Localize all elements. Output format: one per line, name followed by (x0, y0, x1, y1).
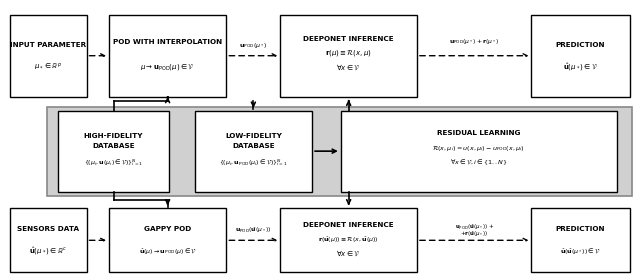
Text: PREDICTION: PREDICTION (556, 41, 605, 48)
Bar (195, 111, 312, 192)
Text: $\mathbf{u}_{\mathrm{POD}}(\hat{\mathbf{u}}(\mu_*))+$: $\mathbf{u}_{\mathrm{POD}}(\hat{\mathbf{… (454, 222, 493, 232)
Text: INPUT PARAMETER: INPUT PARAMETER (10, 41, 86, 48)
Text: $\hat{\mathbf{u}}(\mu_*) \in \mathcal{V}$: $\hat{\mathbf{u}}(\mu_*) \in \mathcal{V}… (563, 61, 598, 73)
Text: $\forall x \in \mathcal{V}$: $\forall x \in \mathcal{V}$ (337, 248, 361, 258)
Text: $\{(\mu_i, \mathbf{u}_{\mathrm{POD}}(\mu_i) \in \mathcal{V})\}_{i=1}^N$: $\{(\mu_i, \mathbf{u}_{\mathrm{POD}}(\mu… (219, 157, 287, 168)
Text: $+\mathbf{r}(\hat{\mathbf{u}}(\mu_*))$: $+\mathbf{r}(\hat{\mathbf{u}}(\mu_*))$ (460, 229, 488, 239)
Text: DATABASE: DATABASE (92, 143, 135, 149)
Bar (47, 107, 632, 196)
Text: RESIDUAL LEARNING: RESIDUAL LEARNING (437, 130, 521, 136)
Text: PREDICTION: PREDICTION (556, 226, 605, 232)
Bar (280, 15, 417, 97)
Bar (10, 15, 86, 97)
Text: $\forall x \in \mathcal{V}, i \in \{1..N\}$: $\forall x \in \mathcal{V}, i \in \{1..N… (450, 158, 508, 167)
Text: $\mu_* \in \mathbb{R}^p$: $\mu_* \in \mathbb{R}^p$ (35, 62, 63, 72)
Text: DEEPONET INFERENCE: DEEPONET INFERENCE (303, 222, 394, 228)
Text: $\mathbf{r}(\hat{\mathbf{u}}(\mu)) \equiv \mathcal{R}(x,\hat{\mathbf{u}}(\mu))$: $\mathbf{r}(\hat{\mathbf{u}}(\mu)) \equi… (318, 234, 379, 244)
Text: $\mathcal{R}(x,\mu_i) = u(x,\mu_i) - u_{\mathrm{POD}}(x,\mu_i)$: $\mathcal{R}(x,\mu_i) = u(x,\mu_i) - u_{… (433, 143, 525, 153)
Text: $\mathbf{r}(\mu) \equiv \mathcal{R}(x,\mu)$: $\mathbf{r}(\mu) \equiv \mathcal{R}(x,\m… (325, 48, 372, 58)
Bar (531, 15, 630, 97)
Bar (531, 208, 630, 272)
Bar (109, 208, 227, 272)
Bar (10, 208, 86, 272)
Text: $\hat{\mathbf{u}}(\hat{\mathbf{u}}(\mu_*)) \in \mathcal{V}$: $\hat{\mathbf{u}}(\hat{\mathbf{u}}(\mu_*… (560, 246, 601, 256)
Bar (280, 208, 417, 272)
Bar (58, 111, 169, 192)
Text: POD WITH INTERPOLATION: POD WITH INTERPOLATION (113, 39, 222, 45)
Text: $\mathbf{u}_{\mathrm{POD}}(\mu_*)+\mathbf{r}(\mu_*)$: $\mathbf{u}_{\mathrm{POD}}(\mu_*)+\mathb… (449, 37, 499, 46)
Text: DATABASE: DATABASE (232, 143, 275, 149)
Text: DEEPONET INFERENCE: DEEPONET INFERENCE (303, 36, 394, 42)
Bar (340, 111, 617, 192)
Text: $\mu \to \mathbf{u}_{\mathrm{POD}}(\mu) \in \mathcal{V}$: $\mu \to \mathbf{u}_{\mathrm{POD}}(\mu) … (140, 62, 195, 72)
Text: SENSORS DATA: SENSORS DATA (17, 226, 79, 232)
Bar (109, 15, 227, 97)
Text: $\mathbf{u}_{\mathrm{POD}}(\mu_*)$: $\mathbf{u}_{\mathrm{POD}}(\mu_*)$ (239, 41, 268, 50)
Text: $\mathbf{u}_{\mathrm{POD}}(\hat{\mathbf{u}}(\mu_*))$: $\mathbf{u}_{\mathrm{POD}}(\hat{\mathbf{… (236, 225, 271, 235)
Text: LOW-FIDELITY: LOW-FIDELITY (225, 133, 282, 139)
Text: $\hat{\mathbf{u}}(\mu) \to \mathbf{u}_{\mathrm{POD}}(\mu) \in \mathcal{V}$: $\hat{\mathbf{u}}(\mu) \to \mathbf{u}_{\… (139, 246, 196, 256)
Text: $\hat{\mathbf{u}}(\mu_*) \in \mathbb{R}^c$: $\hat{\mathbf{u}}(\mu_*) \in \mathbb{R}^… (29, 246, 68, 257)
Text: GAPPY POD: GAPPY POD (144, 226, 191, 232)
Text: $\forall x \in \mathcal{V}$: $\forall x \in \mathcal{V}$ (337, 62, 361, 72)
Text: HIGH-FIDELITY: HIGH-FIDELITY (84, 133, 143, 139)
Text: $\{(\mu_i, \mathbf{u}(\mu_i) \in \mathcal{V})\}_{i=1}^N$: $\{(\mu_i, \mathbf{u}(\mu_i) \in \mathca… (84, 157, 143, 168)
